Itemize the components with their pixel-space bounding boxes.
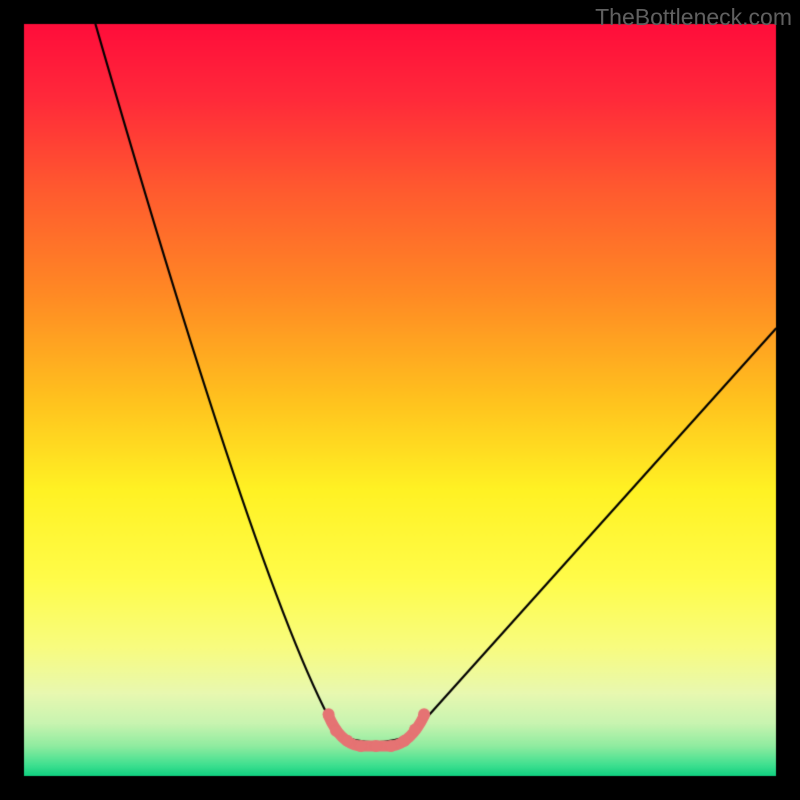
chart-stage: TheBottleneck.com [0,0,800,800]
curve-canvas [0,0,800,800]
